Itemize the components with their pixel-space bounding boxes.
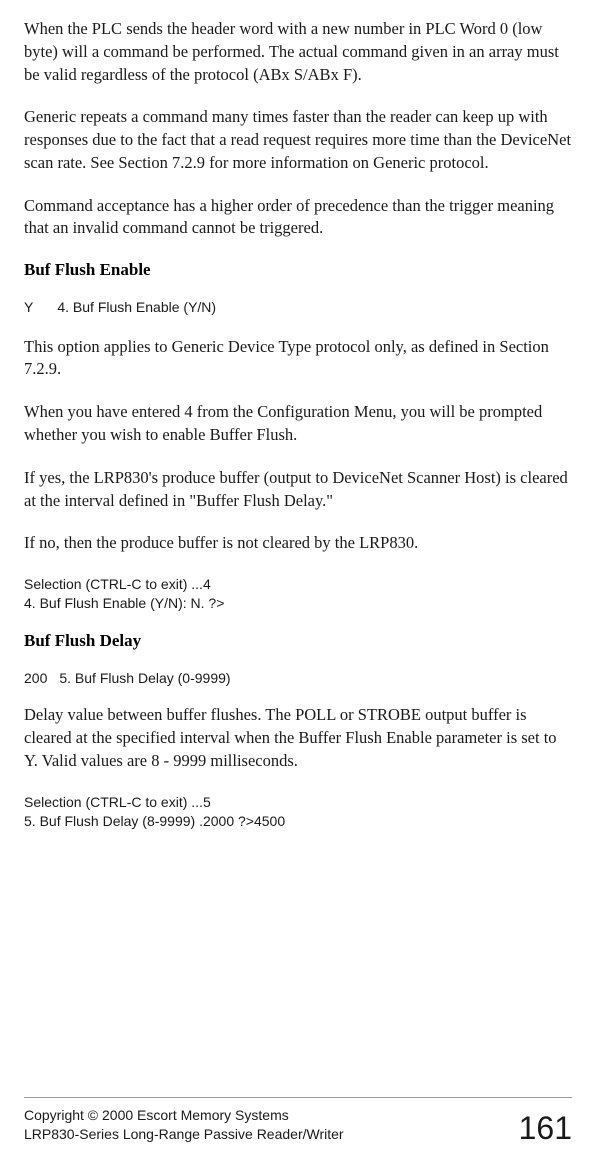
paragraph: Command acceptance has a higher order of… [24,195,572,241]
paragraph: Generic repeats a command many times fas… [24,106,572,174]
selection-block: Selection (CTRL-C to exit) ...4 4. Buf F… [24,575,572,613]
paragraph: If no, then the produce buffer is not cl… [24,532,572,555]
config-line: Y 4. Buf Flush Enable (Y/N) [24,298,572,318]
config-value: Y [24,299,33,315]
section-heading-buf-flush-delay: Buf Flush Delay [24,631,572,651]
selection-line: Selection (CTRL-C to exit) ...4 [24,575,572,594]
footer-text: Copyright © 2000 Escort Memory Systems L… [24,1106,344,1144]
paragraph: When the PLC sends the header word with … [24,18,572,86]
product-line: LRP830-Series Long-Range Passive Reader/… [24,1125,344,1144]
page-number: 161 [519,1112,572,1144]
selection-line: 4. Buf Flush Enable (Y/N): N. ?> [24,594,572,613]
copyright-line: Copyright © 2000 Escort Memory Systems [24,1106,344,1125]
paragraph: When you have entered 4 from the Configu… [24,401,572,447]
config-label: 4. Buf Flush Enable (Y/N) [57,299,216,315]
page-footer: Copyright © 2000 Escort Memory Systems L… [24,1097,572,1144]
paragraph: If yes, the LRP830's produce buffer (out… [24,467,572,513]
section-heading-buf-flush-enable: Buf Flush Enable [24,260,572,280]
selection-line: 5. Buf Flush Delay (8-9999) .2000 ?>4500 [24,812,572,831]
config-value: 200 [24,670,47,686]
config-line: 200 5. Buf Flush Delay (0-9999) [24,669,572,689]
paragraph: This option applies to Generic Device Ty… [24,336,572,382]
config-label: 5. Buf Flush Delay (0-9999) [59,670,230,686]
selection-block: Selection (CTRL-C to exit) ...5 5. Buf F… [24,793,572,831]
paragraph: Delay value between buffer flushes. The … [24,704,572,772]
selection-line: Selection (CTRL-C to exit) ...5 [24,793,572,812]
